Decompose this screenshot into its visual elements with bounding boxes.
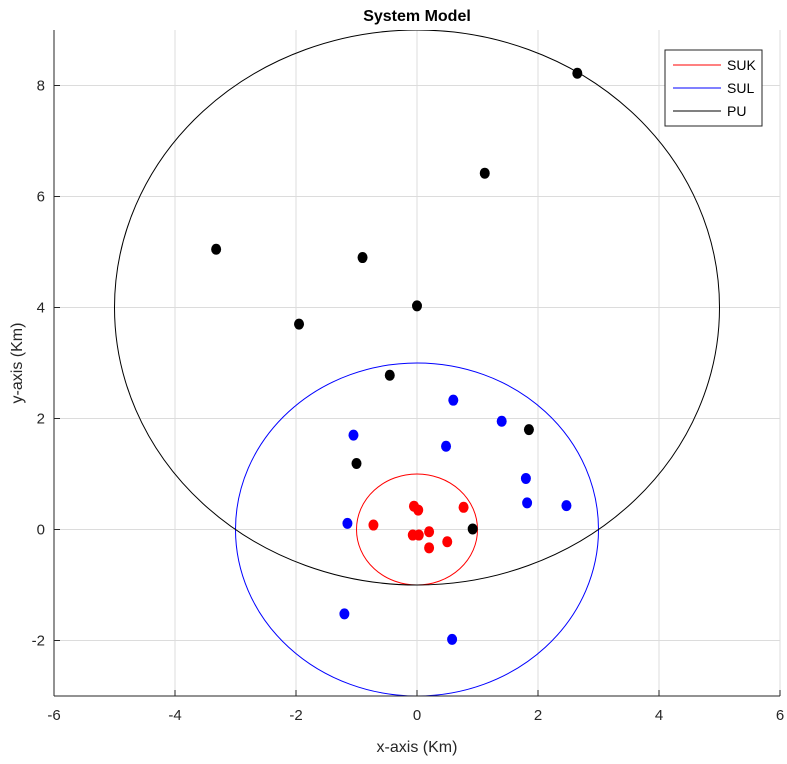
pu-point (572, 67, 583, 79)
sul-point (520, 472, 531, 484)
y-tick-label: 6 (37, 189, 45, 206)
x-tick-label: -4 (168, 707, 181, 724)
axes: -6 -4 -2 0 2 4 6 -2 0 2 4 6 8 (32, 30, 784, 724)
x-tick-label: -2 (289, 707, 302, 724)
suk-point (424, 526, 435, 538)
sul-point (522, 497, 533, 509)
sul-point (348, 429, 359, 441)
chart-title: System Model (363, 8, 471, 25)
suk-point (442, 536, 453, 548)
suk-point (413, 504, 424, 516)
pu-coverage-circle (114, 30, 720, 586)
legend-label-sul: SUL (727, 80, 754, 96)
pu-point (211, 243, 222, 255)
y-tick-label: 2 (37, 411, 45, 428)
pu-point (412, 300, 422, 312)
pu-point (294, 318, 305, 330)
y-tick-label: 0 (37, 522, 45, 539)
x-axis-label: x-axis (Km) (377, 739, 458, 756)
y-axis-label: y-axis (Km) (9, 323, 26, 404)
legend: SUK SUL PU (664, 49, 763, 127)
suk-point (424, 542, 435, 554)
sul-point (342, 517, 353, 529)
pu-point (523, 424, 534, 436)
sul-point (441, 440, 452, 452)
suk-point (368, 519, 379, 531)
y-tick-label: 8 (37, 78, 45, 95)
pu-point (384, 369, 395, 381)
sul-point (447, 633, 458, 645)
x-tick-label: 2 (534, 707, 542, 724)
x-tick-label: 6 (776, 707, 784, 724)
x-tick-label: 0 (413, 707, 421, 724)
suk-point (458, 501, 469, 513)
y-tick-label: -2 (32, 633, 45, 650)
legend-label-pu: PU (727, 103, 746, 119)
sul-point (448, 394, 459, 406)
sul-point (561, 500, 572, 512)
pu-point (479, 167, 490, 179)
x-tick-label: -6 (47, 707, 60, 724)
sul-point (339, 608, 350, 620)
pu-point (467, 523, 478, 535)
suk-point (413, 529, 424, 541)
sul-point (496, 415, 507, 427)
pu-point (351, 457, 362, 469)
pu-point (357, 252, 368, 264)
y-tick-label: 4 (37, 300, 45, 317)
series-layer (114, 30, 720, 696)
legend-label-suk: SUK (727, 57, 756, 73)
x-tick-label: 4 (655, 707, 663, 724)
